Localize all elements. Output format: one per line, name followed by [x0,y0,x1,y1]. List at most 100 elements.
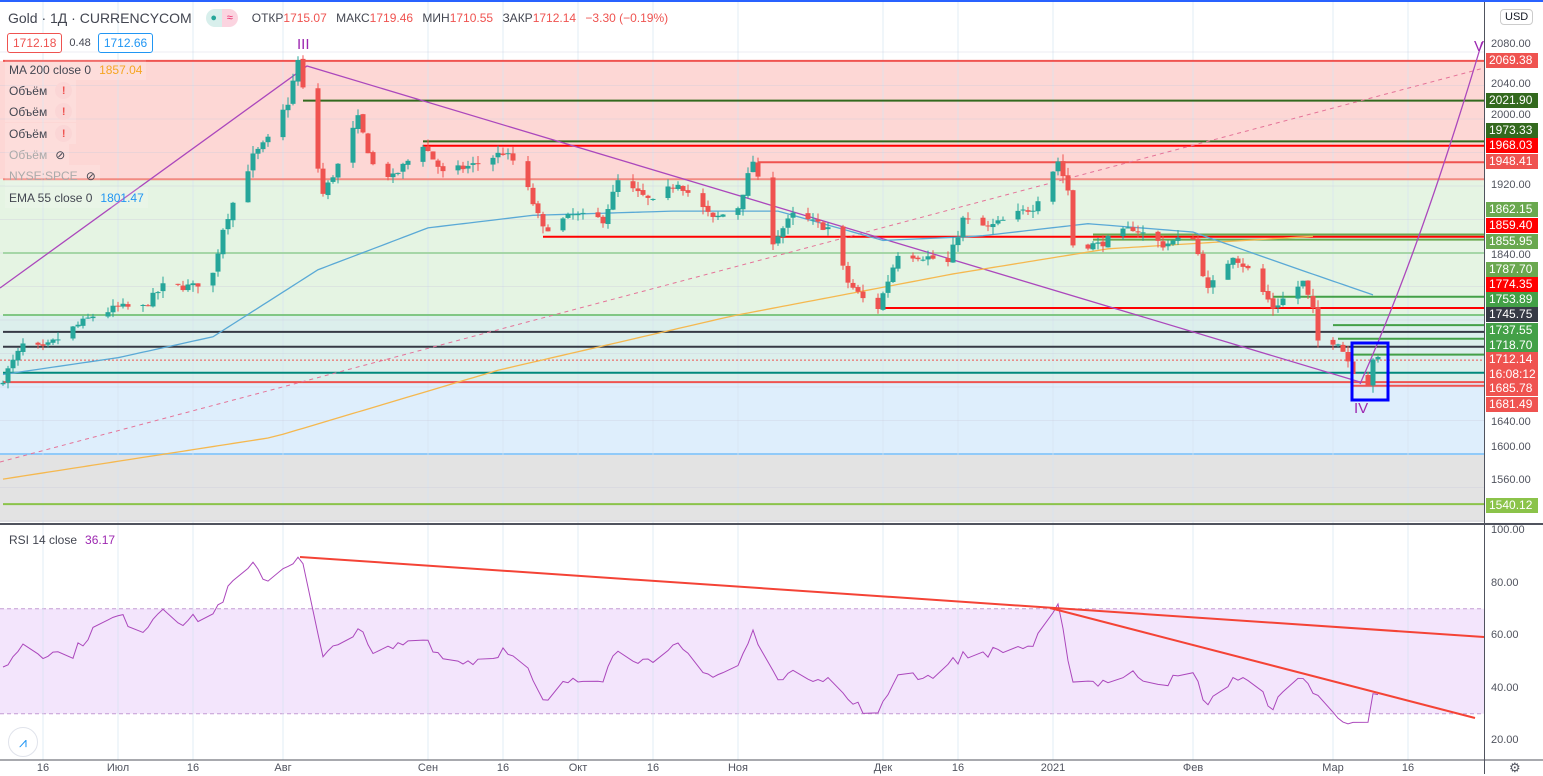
price-axis-label: 1840.00 [1491,249,1531,261]
candle-body [605,209,611,225]
price-badge: 1787.70 [1486,262,1538,277]
warning-icon[interactable]: ! [55,82,73,99]
candle-body [1200,253,1206,277]
price-badge: 1737.55 [1486,323,1538,338]
candle-body [640,190,646,195]
price-badge: 1973.33 [1486,123,1538,138]
price-badge: 1681.49 [1486,397,1538,412]
candle-body [55,339,61,341]
candle-body [805,213,811,220]
change-value: −3.30 (−0.19%) [585,11,669,25]
candle-body [775,236,781,244]
legend-ma200[interactable]: MA 200 close 0 1857.04 [5,59,147,80]
price-axis-label: 2080.00 [1491,38,1531,50]
rsi-trendline [299,556,1485,638]
price-axis-label: 1920.00 [1491,179,1531,191]
candle-body [980,217,986,226]
candle-body [1195,238,1201,255]
legend-nyse-spce[interactable]: NYSE:SPCE ⊘ [5,165,100,186]
legend-ema55[interactable]: EMA 55 close 0 1801.47 [5,187,148,208]
candle-body [330,177,336,182]
candle-body [720,214,726,217]
candle-body [190,283,196,286]
candle-body [505,153,511,155]
candle-body [1245,265,1251,269]
candle-body [1240,263,1246,267]
price-badge: 2069.38 [1486,53,1538,68]
candle-body [110,305,116,313]
candle-body [1225,263,1231,280]
rsi-axis-label: 40.00 [1491,681,1519,694]
market-status[interactable]: ● ≈ [205,9,238,27]
candle-body [35,342,41,345]
sell-button[interactable]: 1712.18 [7,33,63,53]
candle-body [1020,209,1026,211]
warning-icon[interactable]: ! [55,103,73,120]
candle-body [1160,241,1166,248]
candle-body [20,343,26,352]
candle-body [500,153,506,155]
eye-off-icon[interactable]: ⊘ [85,168,96,183]
price-badge: 1968.03 [1486,138,1538,153]
time-axis-label: Ноя [727,762,749,774]
buy-button[interactable]: 1712.66 [97,33,154,53]
warning-icon[interactable]: ! [55,125,73,142]
candle-body [430,151,436,160]
candle-body [1130,227,1136,232]
candle-body [925,256,931,260]
spread: 0.48 [69,37,91,49]
candle-body [815,219,821,222]
candle-body [1030,210,1036,212]
legend-volume[interactable]: Объём! [5,80,77,101]
candle-body [395,172,401,174]
time-axis-label: Мар [1322,762,1344,774]
candle-body [770,177,776,245]
currency-button[interactable]: USD [1500,9,1534,25]
legend-rsi[interactable]: RSI 14 close 36.17 [5,529,120,550]
candle-body [595,212,601,218]
legend-volume[interactable]: Объём! [5,101,77,122]
candle-body [440,166,446,172]
candle-body [185,284,191,291]
candle-body [1300,280,1306,287]
candle-body [40,344,46,346]
candle-body [920,259,926,261]
teal-zone [0,314,1484,383]
grey-zone [0,454,1484,522]
time-axis-label: 16 [36,762,50,774]
candle-body [1270,298,1276,309]
candle-body [580,212,586,214]
candle-body [615,180,621,192]
candle-body [455,165,461,171]
candle-body [570,214,576,216]
ema55-line [2,210,1374,376]
price-badge: 1685.78 [1486,381,1538,396]
settings-gear-icon[interactable]: ⚙ [1509,760,1521,775]
legend-volume[interactable]: Объём! [5,123,77,144]
candle-body [1280,298,1286,306]
candle-body [895,255,901,269]
candle-body [885,281,891,293]
candle-body [1065,175,1071,191]
candle-body [525,161,531,188]
rsi-axis-label: 80.00 [1491,576,1519,589]
candle-body [650,198,656,200]
legend-volume-hidden[interactable]: Объём ⊘ [5,144,70,165]
candle-body [530,187,536,205]
candle-body [495,152,501,158]
candle-body [15,350,21,361]
candle-body [1260,268,1266,292]
candle-body [0,382,6,385]
candle-body [90,316,96,319]
candle-body [635,188,641,192]
eye-off-icon[interactable]: ⊘ [55,147,66,162]
candle-body [120,303,126,307]
tradingview-logo-icon[interactable]: ⩘ [8,727,38,757]
candle-body [490,157,496,165]
rsi-band [0,608,1484,714]
candle-body [810,219,816,221]
candle-body [140,304,146,306]
symbol-title[interactable]: Gold · 1Д · CURRENCYCOM [8,10,192,26]
candle-body [735,208,741,215]
